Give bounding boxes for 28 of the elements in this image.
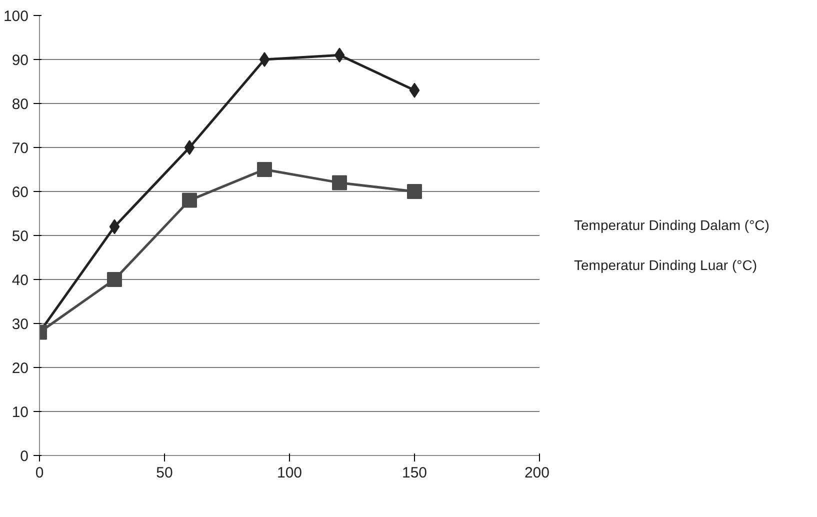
y-tick-label: 40	[12, 272, 29, 289]
y-tick-label: 70	[12, 140, 29, 157]
point	[259, 52, 270, 67]
text: Temperatur Dinding Dalam (°C)	[574, 217, 770, 233]
point	[332, 175, 347, 190]
point	[407, 184, 422, 199]
point	[184, 140, 195, 155]
y-tick-label: 60	[12, 184, 29, 201]
y-tick-label: 90	[12, 52, 29, 69]
x-tick-label: 0	[35, 464, 44, 482]
point	[107, 272, 122, 287]
y-tick-label: 0	[20, 448, 28, 465]
y-tick-label: 30	[12, 316, 29, 333]
point	[409, 82, 420, 98]
x-tick-label: 100	[276, 464, 302, 482]
point	[182, 192, 197, 208]
point	[257, 162, 272, 177]
y-tick-label: 20	[12, 360, 29, 377]
point	[334, 48, 345, 63]
y-tick-label: 10	[12, 404, 29, 421]
y-tick-label: 50	[12, 228, 29, 245]
x-tick-label: 150	[402, 464, 428, 482]
x-tick-label: 200	[524, 464, 550, 482]
x-tick-label: 50	[156, 464, 173, 482]
y-tick-label: 80	[12, 96, 29, 113]
text: Temperatur Dinding Luar (°C)	[574, 257, 758, 273]
y-tick-label: 100	[3, 8, 29, 25]
point	[109, 219, 120, 234]
